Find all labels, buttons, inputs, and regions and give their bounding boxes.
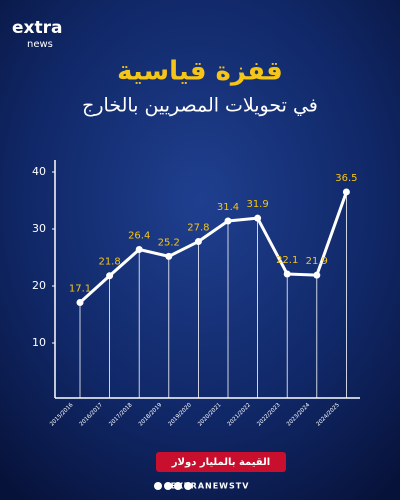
point xyxy=(165,252,173,260)
point xyxy=(224,217,232,225)
data-label: 31.9 xyxy=(246,199,268,210)
chart-subtitle: في تحويلات المصريين بالخارج xyxy=(82,95,318,117)
data-label: 17.1 xyxy=(69,284,91,295)
chart-title: قفزة قياسية xyxy=(117,57,283,87)
point xyxy=(342,188,350,196)
point xyxy=(106,272,114,280)
y-tick-label: 20 xyxy=(32,279,46,292)
logo: extra news xyxy=(12,18,62,50)
data-label: 36.5 xyxy=(335,173,357,184)
y-tick-label: 40 xyxy=(32,165,46,178)
y-tick-label: 10 xyxy=(32,336,46,349)
y-tick-label: 30 xyxy=(32,222,46,235)
data-label: 22.1 xyxy=(276,255,298,266)
logo-bottom: news xyxy=(27,39,53,50)
data-label: 27.8 xyxy=(187,223,209,234)
line-series xyxy=(78,191,348,304)
point xyxy=(254,214,262,222)
data-label: 25.2 xyxy=(158,237,180,248)
data-label: 26.4 xyxy=(128,231,150,242)
point xyxy=(135,246,143,254)
data-label: 21.9 xyxy=(306,256,328,267)
footer-handle: EXTRANEWSTV xyxy=(171,482,250,491)
point xyxy=(76,299,84,307)
unit-note: القيمة بالمليار دولار xyxy=(171,457,270,468)
point xyxy=(194,238,202,246)
data-label: 21.8 xyxy=(98,257,120,268)
unit-badge xyxy=(156,452,286,472)
point xyxy=(283,270,291,278)
social-icons xyxy=(154,482,192,490)
point xyxy=(313,271,321,279)
data-label: 31.4 xyxy=(217,202,239,213)
logo-top: extra xyxy=(12,18,62,38)
